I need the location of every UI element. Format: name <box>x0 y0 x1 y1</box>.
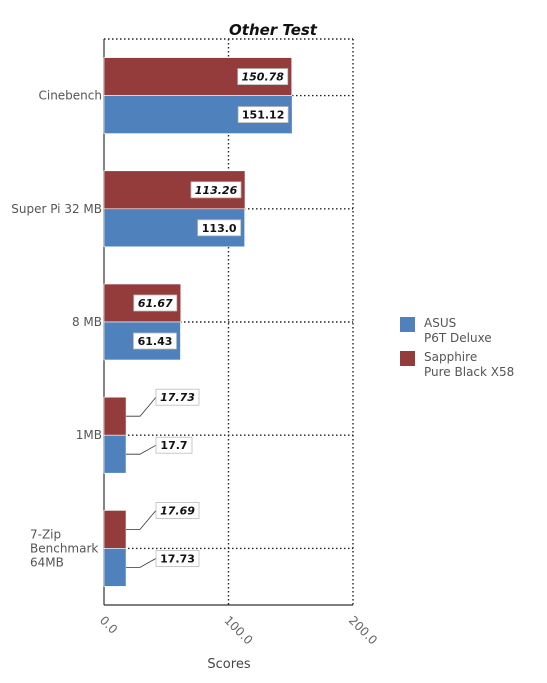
data-label-box <box>133 294 178 312</box>
x-tick-label: 200.0 <box>346 613 380 647</box>
data-label-box <box>133 332 177 350</box>
x-tick-label: 0.0 <box>97 613 120 636</box>
data-label-box <box>155 550 200 567</box>
legend: ASUS P6T Deluxe Sapphire Pure Black X58 <box>400 316 514 379</box>
data-label: 113.0 <box>202 222 237 235</box>
legend-swatch <box>400 351 415 366</box>
data-label: 17.73 <box>160 391 195 404</box>
category-labels: Cinebench Super Pi 32 MB 8 MB 1MB 7-Zip Bench… <box>11 89 102 570</box>
category-label: Cinebench <box>38 89 102 103</box>
x-axis-title: Scores <box>207 657 250 672</box>
bar <box>103 510 127 549</box>
bar <box>103 434 127 474</box>
data-label: 17.7 <box>160 439 187 452</box>
data-label-box <box>190 181 242 199</box>
data-label-box <box>197 219 242 237</box>
data-label-box <box>155 436 193 454</box>
data-label-box <box>155 388 200 406</box>
data-label: 150.78 <box>241 71 284 84</box>
category-label: 8 MB <box>72 315 102 329</box>
legend-label: ASUS P6T Deluxe <box>424 316 492 345</box>
category-label: 1MB <box>76 428 102 442</box>
data-label: 61.43 <box>138 335 173 348</box>
data-label-leader <box>126 558 157 568</box>
category-label: Super Pi 32 MB <box>11 202 102 216</box>
data-label: 17.69 <box>160 504 195 517</box>
data-label-box <box>155 501 200 519</box>
legend-swatch <box>400 317 415 332</box>
data-label-leader <box>126 396 157 417</box>
chart-title: Other Test <box>229 21 318 39</box>
data-label: 61.67 <box>138 297 173 310</box>
legend-label: Sapphire Pure Black X58 <box>424 350 514 379</box>
x-ticks: 0.0 100.0 200.0 <box>97 613 380 647</box>
bar <box>103 396 127 436</box>
x-tick-label: 100.0 <box>221 613 255 647</box>
category-label: 7-Zip Benchmark 64MB <box>30 527 98 569</box>
data-label: 113.26 <box>195 184 238 197</box>
data-label: 17.73 <box>160 552 195 565</box>
data-label-box <box>237 106 289 123</box>
data-label-box <box>237 68 289 85</box>
bar <box>103 548 127 587</box>
data-label-leader <box>126 510 157 530</box>
data-label-leader <box>126 444 157 455</box>
data-label: 151.12 <box>242 109 284 122</box>
bars: 150.78 151.12 113.26 113.0 61.67 61.43 17.73 17… <box>103 57 293 587</box>
